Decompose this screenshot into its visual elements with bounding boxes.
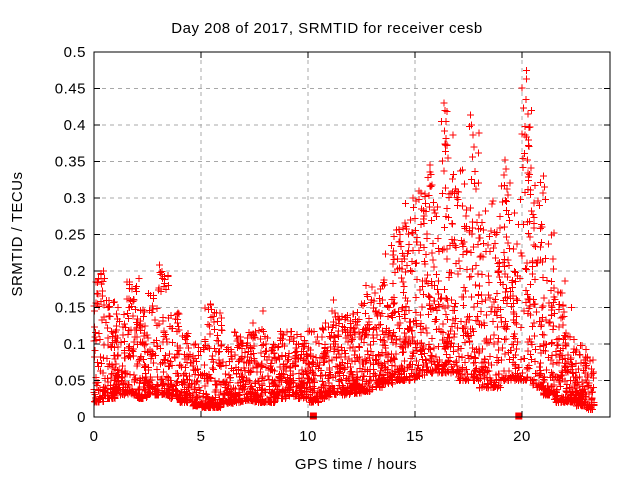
x-axis-label: GPS time / hours: [295, 456, 417, 473]
y-tick-label: 0: [77, 409, 86, 426]
x-tick-label: 20: [513, 428, 531, 445]
chart-title: Day 208 of 2017, SRMTID for receiver ces…: [171, 20, 482, 37]
y-axis-label: SRMTID / TECUs: [9, 171, 26, 296]
y-tick-label: 0.1: [64, 336, 86, 353]
y-tick-label: 0.5: [64, 44, 86, 61]
y-tick-label: 0.15: [55, 300, 86, 317]
y-tick-label: 0.05: [55, 373, 86, 390]
y-tick-label: 0.4: [64, 117, 86, 134]
scatter-points: [90, 67, 598, 413]
x-tick-label: 0: [90, 428, 99, 445]
y-tick-label: 0.2: [64, 263, 86, 280]
y-tick-label: 0.25: [55, 227, 86, 244]
x-tick-label: 5: [197, 428, 206, 445]
y-tick-label: 0.45: [55, 81, 86, 98]
tick-labels: 0 0.05 0.1 0.15 0.2 0.25 0.3 0.35 0.4 0.45 0.5 0 5 10…: [55, 44, 531, 445]
axis-tick-marks: [93, 51, 610, 418]
x-tick-label: 10: [299, 428, 317, 445]
x-tick-label: 15: [406, 428, 424, 445]
y-tick-label: 0.35: [55, 154, 86, 171]
zero-square-markers: [309, 412, 523, 420]
y-tick-label: 0.3: [64, 190, 86, 207]
zero-marker-square: [309, 412, 317, 420]
zero-marker-square: [515, 412, 523, 420]
